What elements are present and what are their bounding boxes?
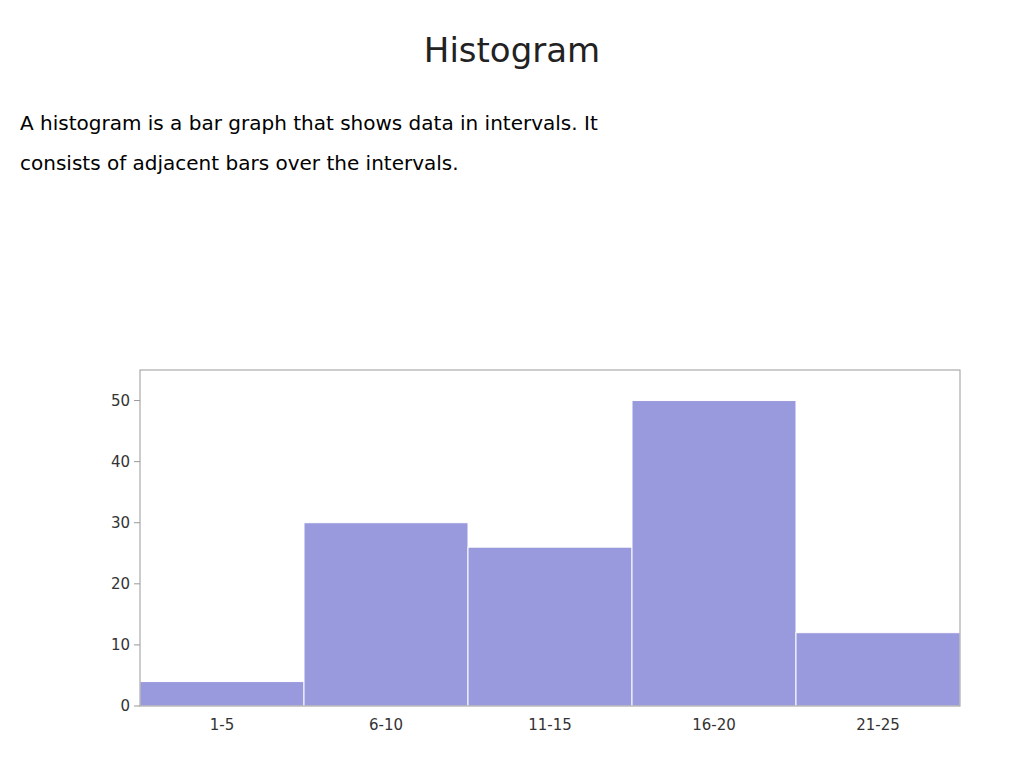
- y-tick: [134, 706, 140, 707]
- chart-svg: Histogram A histogram is a bar graph that…: [0, 0, 1024, 768]
- y-tick: [134, 522, 140, 523]
- y-tick: [134, 644, 140, 645]
- y-tick-label: 0: [120, 697, 130, 715]
- subtitle-line: A histogram is a bar graph that shows da…: [20, 111, 598, 135]
- y-tick-label: 10: [111, 636, 130, 654]
- chart-title: Histogram: [424, 30, 600, 70]
- chart-container: Histogram A histogram is a bar graph that…: [0, 0, 1024, 768]
- x-tick-label: 1-5: [210, 716, 235, 734]
- y-tick: [134, 400, 140, 401]
- y-tick-label: 20: [111, 575, 130, 593]
- bar: [140, 682, 304, 706]
- y-tick-label: 30: [111, 514, 130, 532]
- x-tick-label: 16-20: [692, 716, 736, 734]
- y-tick: [134, 461, 140, 462]
- x-tick-label: 11-15: [528, 716, 572, 734]
- bar: [304, 523, 468, 706]
- y-tick-label: 50: [111, 392, 130, 410]
- bar: [468, 547, 632, 706]
- x-tick-label: 21-25: [856, 716, 900, 734]
- y-tick-label: 40: [111, 453, 130, 471]
- bar: [796, 633, 960, 706]
- x-tick-label: 6-10: [369, 716, 403, 734]
- plot-frame: [140, 370, 960, 706]
- subtitle-line: consists of adjacent bars over the inter…: [20, 151, 459, 175]
- bar: [632, 401, 796, 706]
- y-tick: [134, 583, 140, 584]
- bars: [140, 401, 960, 706]
